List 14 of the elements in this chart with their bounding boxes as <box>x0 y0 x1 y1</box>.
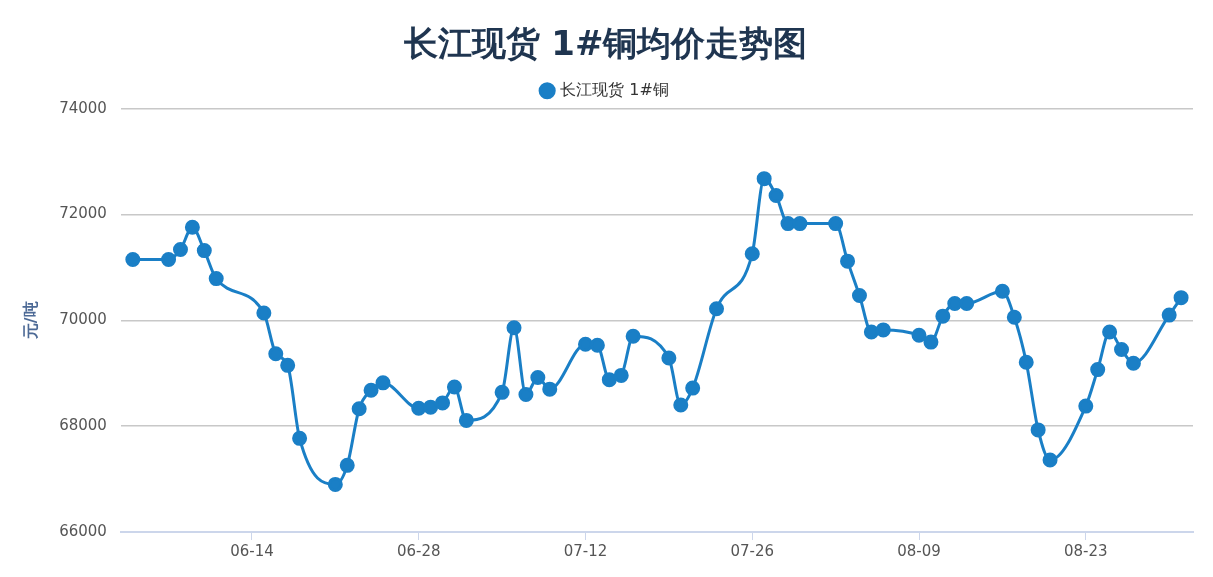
x-tick-label: 07-12 <box>563 541 608 560</box>
y-axis-title: 元/吨 <box>20 301 40 341</box>
y-tick-label: 68000 <box>59 416 107 435</box>
y-tick-label: 72000 <box>59 204 107 223</box>
x-tick-label: 07-26 <box>730 541 775 560</box>
y-tick-label: 74000 <box>59 98 107 117</box>
x-tick-label: 06-14 <box>230 541 274 560</box>
y-tick-label: 70000 <box>59 310 107 329</box>
y-tick-label: 66000 <box>59 521 107 540</box>
x-tick-label: 06-28 <box>396 541 441 560</box>
x-tick-label: 08-23 <box>1063 541 1108 560</box>
x-tick-label: 08-09 <box>897 541 941 560</box>
legend-label: 长江现货 1#铜 <box>560 79 669 99</box>
chart-title: 长江现货 1#铜均价走势图 <box>402 23 808 64</box>
